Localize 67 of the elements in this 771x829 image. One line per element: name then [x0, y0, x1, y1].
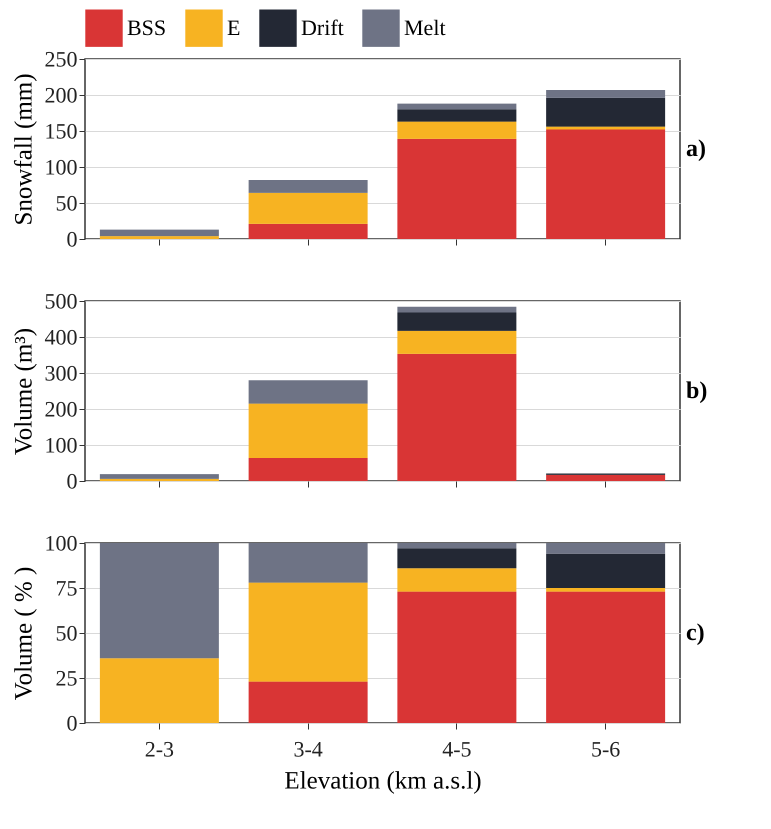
text: b) — [686, 378, 708, 404]
bar — [100, 543, 219, 658]
y-tick-label: 100 — [44, 154, 78, 180]
bar — [397, 104, 516, 110]
bar — [248, 458, 368, 481]
bar — [546, 126, 666, 130]
bar — [397, 138, 516, 239]
bar — [397, 354, 516, 481]
y-tick-label: 0 — [66, 226, 78, 252]
y-tick-label: 250 — [44, 46, 78, 72]
bar — [248, 192, 368, 224]
y-axis-title: Snowfall (mm) — [10, 73, 38, 226]
bar — [248, 543, 368, 583]
bar — [546, 474, 666, 481]
bar — [546, 592, 666, 723]
x-tick-label: 3-4 — [293, 736, 323, 762]
y-tick-label: 200 — [44, 82, 78, 108]
bar — [100, 230, 219, 236]
bar — [100, 236, 219, 239]
bar — [397, 122, 516, 139]
bar — [100, 474, 219, 479]
y-tick-label: 0 — [66, 710, 78, 736]
y-tick-label: 100 — [44, 530, 78, 556]
y-tick-label: 100 — [44, 432, 78, 458]
bar — [248, 180, 368, 193]
y-tick-label: 150 — [44, 118, 78, 144]
x-axis-title: Elevation (km a.s.l) — [284, 768, 482, 794]
bar — [397, 548, 516, 568]
text: c) — [686, 620, 705, 646]
y-tick-label: 50 — [56, 620, 78, 646]
y-tick-label: 50 — [56, 190, 78, 216]
legend-label: Drift — [301, 15, 344, 40]
bar — [546, 130, 666, 239]
bar — [397, 306, 516, 313]
y-tick-label: 75 — [56, 576, 78, 600]
y-tick-label: 500 — [44, 288, 78, 314]
y-axis-title: Volume ( % ) — [10, 566, 38, 700]
bar — [397, 109, 516, 122]
y-axis-title: Volume (m³) — [10, 328, 38, 456]
bar — [397, 568, 516, 592]
bar — [397, 330, 516, 354]
x-tick-label: 4-5 — [442, 736, 472, 762]
bar — [248, 682, 368, 723]
bar — [248, 582, 368, 682]
y-tick-label: 400 — [44, 324, 78, 350]
bar — [100, 658, 219, 723]
bar — [546, 90, 666, 98]
legend-label: E — [227, 15, 240, 40]
bar — [248, 380, 368, 404]
bar — [397, 312, 516, 331]
bar — [397, 592, 516, 723]
legend-label: BSS — [127, 15, 166, 40]
bar — [546, 554, 666, 588]
y-tick-label: 25 — [56, 666, 78, 690]
bar — [546, 543, 666, 554]
legend-label: Melt — [404, 15, 446, 40]
bar — [546, 98, 666, 127]
bar — [248, 404, 368, 458]
y-tick-label: 300 — [44, 360, 78, 386]
y-tick-label: 0 — [66, 468, 78, 494]
y-tick-label: 200 — [44, 396, 78, 422]
text: a) — [686, 136, 706, 162]
x-tick-label: 5-6 — [590, 736, 620, 762]
bar — [546, 588, 666, 592]
bar — [248, 224, 368, 239]
x-tick-label: 2-3 — [144, 736, 174, 762]
bar — [397, 543, 516, 548]
